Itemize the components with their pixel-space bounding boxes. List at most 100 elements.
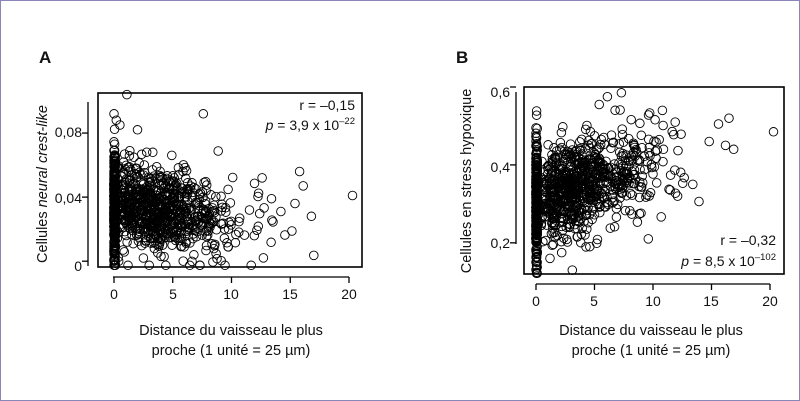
data-point — [161, 260, 171, 271]
data-point — [192, 198, 202, 208]
data-point — [172, 233, 182, 244]
data-point — [249, 178, 260, 189]
data-point — [549, 192, 560, 203]
panel-b: B 0,2 0,4 0,6 0 5 10 15 20 r = –0,32 p =… — [456, 48, 785, 359]
data-point — [110, 229, 120, 239]
data-point — [595, 207, 605, 218]
data-point — [110, 242, 120, 252]
data-point — [585, 188, 596, 198]
panel-a: A 0 0,04 0,08 0 5 10 15 20 r = –0,15 p =… — [35, 48, 363, 359]
data-point — [622, 166, 632, 177]
panel-b-x-label-line2: proche (1 unité = 25 µm) — [572, 343, 731, 359]
data-point — [132, 125, 143, 135]
data-point — [234, 213, 245, 223]
panel-b-y-tick-label: 0,4 — [491, 159, 511, 175]
data-point — [608, 192, 618, 203]
data-point — [532, 195, 542, 205]
data-point — [626, 151, 637, 161]
data-point — [635, 118, 645, 129]
panel-a-p-symbol: p — [265, 117, 274, 133]
data-point — [550, 152, 561, 163]
data-point — [672, 191, 683, 201]
data-point — [531, 142, 542, 153]
data-point — [158, 179, 169, 189]
data-point — [575, 145, 585, 156]
data-point — [267, 215, 277, 225]
panel-b-p-symbol: p — [680, 253, 689, 269]
panel-a-x-tick-label: 10 — [223, 286, 239, 302]
data-point — [253, 188, 264, 198]
data-point — [576, 182, 586, 193]
data-point — [200, 196, 211, 206]
data-point — [109, 162, 119, 172]
data-point — [246, 260, 256, 271]
data-point — [603, 162, 614, 173]
panel-b-x-tick-label: 15 — [703, 293, 719, 309]
data-point — [140, 187, 151, 197]
data-point — [111, 115, 122, 125]
data-point — [116, 185, 127, 195]
panel-a-x-label-line2: proche (1 unité = 25 µm) — [152, 343, 311, 359]
data-point — [109, 184, 120, 194]
data-point — [159, 217, 170, 228]
data-point — [287, 226, 297, 236]
data-point — [556, 142, 567, 153]
data-point — [623, 156, 634, 166]
data-point — [664, 184, 674, 195]
data-point — [187, 216, 197, 227]
data-point — [347, 190, 358, 201]
panel-b-y-tick-label: 0,6 — [491, 84, 511, 100]
data-point — [266, 193, 277, 204]
data-point — [585, 176, 595, 186]
data-point — [546, 168, 557, 179]
data-point — [199, 177, 209, 188]
data-point — [122, 89, 132, 100]
data-point — [144, 172, 154, 183]
data-point — [268, 217, 278, 227]
data-point — [688, 179, 698, 190]
data-point — [109, 178, 119, 189]
data-point — [176, 241, 187, 251]
data-point — [614, 182, 625, 193]
data-point — [131, 207, 142, 217]
data-point — [602, 91, 613, 102]
data-point — [636, 130, 647, 141]
data-point — [109, 152, 119, 162]
data-point — [189, 250, 199, 260]
data-point — [585, 241, 595, 252]
data-point — [568, 199, 578, 210]
data-point — [616, 88, 627, 98]
data-point — [576, 237, 586, 248]
data-point — [218, 218, 228, 229]
data-point — [115, 120, 125, 130]
data-point — [650, 115, 660, 125]
data-point — [665, 185, 675, 195]
data-point — [531, 110, 542, 120]
data-point — [564, 196, 574, 207]
data-point — [148, 229, 159, 239]
data-point — [567, 209, 577, 219]
data-point — [547, 179, 557, 190]
data-point — [203, 222, 213, 232]
panel-b-p-exponent: –102 — [755, 252, 776, 263]
data-point — [142, 192, 153, 203]
data-point — [112, 161, 122, 172]
data-point — [135, 176, 146, 187]
data-point — [584, 187, 595, 197]
data-point — [594, 199, 604, 210]
data-point — [561, 166, 571, 176]
data-point — [531, 264, 542, 274]
data-point — [549, 213, 559, 224]
panel-b-plot-frame — [523, 86, 785, 275]
data-point — [149, 171, 159, 181]
data-point — [643, 134, 654, 145]
data-point — [253, 191, 263, 202]
data-point — [184, 223, 194, 233]
data-point — [579, 157, 590, 167]
data-point — [109, 210, 120, 221]
panel-b-y-label: Cellules en stress hypoxique — [459, 89, 475, 274]
data-point — [201, 245, 211, 256]
data-point — [244, 205, 255, 215]
data-point — [546, 159, 557, 169]
